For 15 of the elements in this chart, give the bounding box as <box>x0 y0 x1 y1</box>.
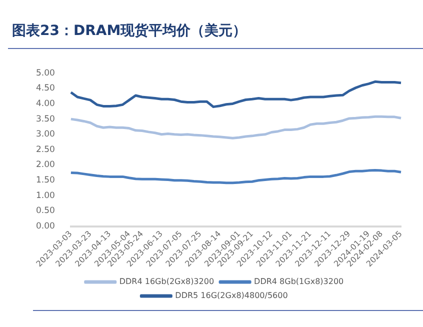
y-tick-label: 0.50 <box>36 206 55 216</box>
y-tick-label: 2.50 <box>36 144 55 155</box>
legend-label: DDR4 8Gb(1Gx8)3200 <box>254 277 344 286</box>
y-tick-label: 4.50 <box>36 84 55 94</box>
y-tick-label: 4.00 <box>36 98 55 109</box>
legend-label: DDR4 16Gb(2Gx8)3200 <box>119 277 214 286</box>
y-tick-label: 5.00 <box>36 68 55 78</box>
y-tick-label: 1.00 <box>36 190 55 201</box>
y-tick-label: 1.50 <box>36 176 55 186</box>
y-tick-label: 3.50 <box>36 114 55 124</box>
chart-title: 图表23：DRAM现货平均价（美元） <box>12 22 247 40</box>
y-tick-label: 3.00 <box>36 130 55 140</box>
legend-label: DDR5 16G(2Gx8)4800/5600 <box>175 291 288 300</box>
y-tick-label: 2.00 <box>36 160 55 170</box>
y-tick-label: 0.00 <box>36 222 55 232</box>
